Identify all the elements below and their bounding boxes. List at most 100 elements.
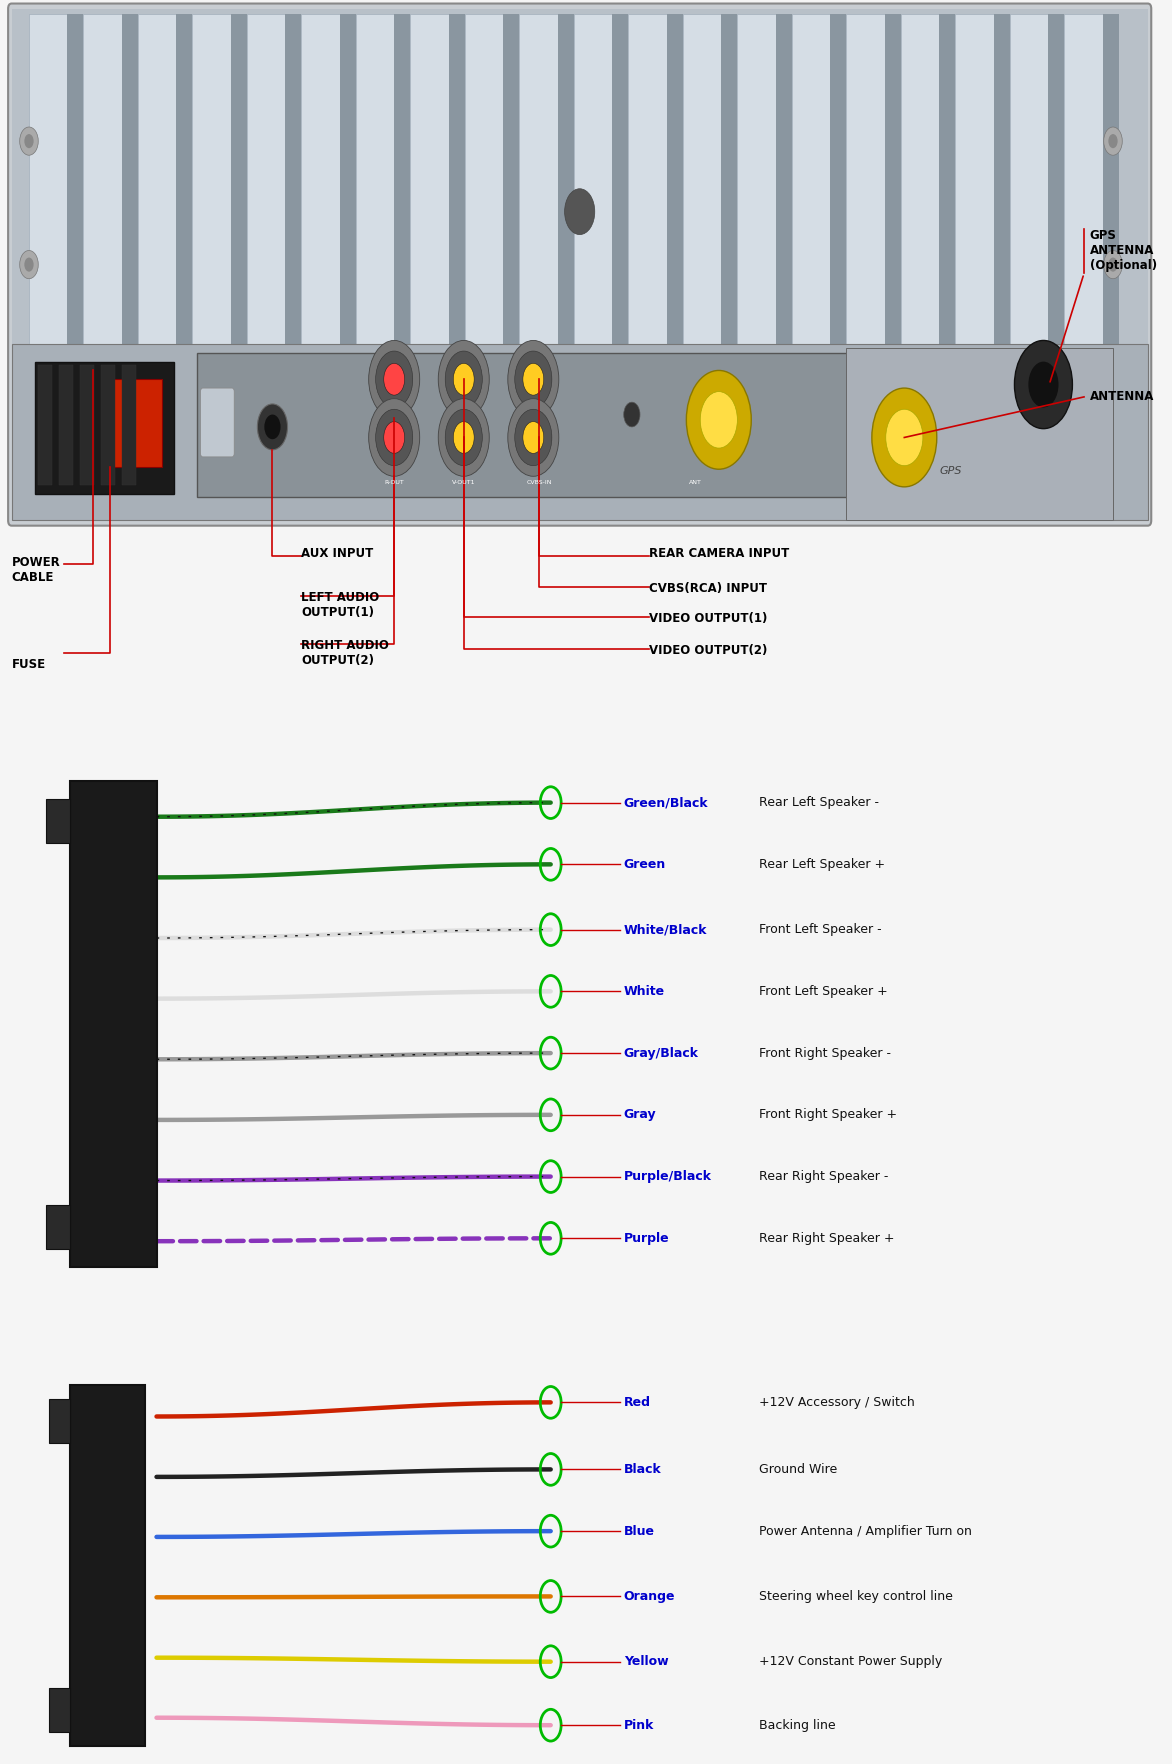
Bar [574, 14, 612, 346]
Bar [683, 14, 721, 346]
Bar [101, 365, 115, 485]
Bar [465, 14, 503, 346]
Circle shape [20, 250, 39, 279]
Bar [69, 1385, 145, 1746]
Text: Yellow: Yellow [624, 1655, 668, 1669]
Circle shape [1104, 127, 1123, 155]
Text: White: White [624, 984, 665, 998]
Text: Front Left Speaker -: Front Left Speaker - [759, 923, 883, 937]
Circle shape [445, 351, 483, 407]
Bar [59, 365, 73, 485]
Text: Rear Right Speaker -: Rear Right Speaker - [759, 1170, 888, 1184]
Bar [122, 14, 138, 346]
Bar [410, 14, 449, 346]
Bar [1103, 14, 1119, 346]
Bar [939, 14, 955, 346]
Text: Orange: Orange [624, 1589, 675, 1603]
Circle shape [515, 409, 552, 466]
Text: Front Right Speaker +: Front Right Speaker + [759, 1108, 898, 1122]
Bar [612, 14, 628, 346]
Bar [29, 14, 67, 346]
Bar [49, 1688, 69, 1732]
Bar [667, 14, 683, 346]
Bar [503, 14, 519, 346]
Bar [792, 14, 830, 346]
Text: LEFT AUDIO
OUTPUT(1): LEFT AUDIO OUTPUT(1) [301, 591, 380, 619]
Circle shape [454, 422, 475, 453]
Circle shape [376, 351, 413, 407]
Bar [885, 14, 901, 346]
Circle shape [383, 422, 404, 453]
Bar [138, 14, 176, 346]
Text: Front Left Speaker +: Front Left Speaker + [759, 984, 888, 998]
Circle shape [700, 392, 737, 448]
Circle shape [265, 415, 280, 439]
Bar [340, 14, 356, 346]
Bar [846, 348, 1113, 520]
Circle shape [376, 409, 413, 466]
Text: Pink: Pink [624, 1718, 654, 1732]
Bar [519, 14, 558, 346]
Bar [628, 14, 667, 346]
Bar [192, 14, 231, 346]
Text: VIDEO OUTPUT(1): VIDEO OUTPUT(1) [649, 612, 768, 624]
Circle shape [523, 422, 544, 453]
Circle shape [454, 363, 475, 395]
Text: GPS: GPS [940, 466, 962, 476]
Bar [558, 14, 574, 346]
Text: VIDEO OUTPUT(2): VIDEO OUTPUT(2) [649, 644, 768, 656]
Text: Ground Wire: Ground Wire [759, 1462, 838, 1476]
Text: Green: Green [624, 857, 666, 871]
Bar [80, 365, 94, 485]
Circle shape [1028, 362, 1058, 407]
Circle shape [25, 258, 34, 272]
Text: Rear Left Speaker -: Rear Left Speaker - [759, 796, 879, 810]
Text: Blue: Blue [624, 1524, 655, 1538]
Circle shape [687, 370, 751, 469]
Text: Black: Black [624, 1462, 661, 1476]
Bar [994, 14, 1010, 346]
Circle shape [25, 134, 34, 148]
Bar [122, 365, 136, 485]
Bar [830, 14, 846, 346]
Text: POWER
CABLE: POWER CABLE [12, 556, 60, 584]
Bar [231, 14, 247, 346]
Circle shape [1109, 258, 1118, 272]
Circle shape [624, 402, 640, 427]
Bar [1048, 14, 1064, 346]
Bar [12, 9, 1147, 353]
Bar [12, 344, 1147, 520]
Text: RIGHT AUDIO
OUTPUT(2): RIGHT AUDIO OUTPUT(2) [301, 639, 389, 667]
Bar [35, 362, 173, 494]
Text: Purple/Black: Purple/Black [624, 1170, 711, 1184]
Text: Rear Right Speaker +: Rear Right Speaker + [759, 1231, 895, 1245]
Text: REAR CAMERA INPUT: REAR CAMERA INPUT [649, 547, 790, 559]
Circle shape [523, 363, 544, 395]
Bar [39, 365, 53, 485]
Circle shape [507, 399, 559, 476]
Text: CVBS-IN: CVBS-IN [526, 480, 552, 485]
Bar [901, 14, 939, 346]
Text: Front Right Speaker -: Front Right Speaker - [759, 1046, 892, 1060]
Bar [47, 799, 69, 843]
Text: White/Black: White/Black [624, 923, 707, 937]
Text: +12V Accessory / Switch: +12V Accessory / Switch [759, 1395, 915, 1409]
Text: Green/Black: Green/Black [624, 796, 708, 810]
Circle shape [438, 399, 489, 476]
Text: Power Antenna / Amplifier Turn on: Power Antenna / Amplifier Turn on [759, 1524, 973, 1538]
Text: Rear Left Speaker +: Rear Left Speaker + [759, 857, 886, 871]
Bar [1010, 14, 1048, 346]
Circle shape [1109, 134, 1118, 148]
Circle shape [565, 189, 594, 235]
Circle shape [1015, 340, 1072, 429]
Bar [69, 781, 157, 1267]
Text: Gray: Gray [624, 1108, 656, 1122]
Bar [247, 14, 285, 346]
Circle shape [20, 127, 39, 155]
Text: Red: Red [624, 1395, 650, 1409]
Text: ANTENNA: ANTENNA [1090, 390, 1154, 404]
Text: R-OUT: R-OUT [384, 480, 404, 485]
Text: Gray/Black: Gray/Black [624, 1046, 699, 1060]
Text: Backing line: Backing line [759, 1718, 836, 1732]
Text: V-OUT1: V-OUT1 [452, 480, 476, 485]
